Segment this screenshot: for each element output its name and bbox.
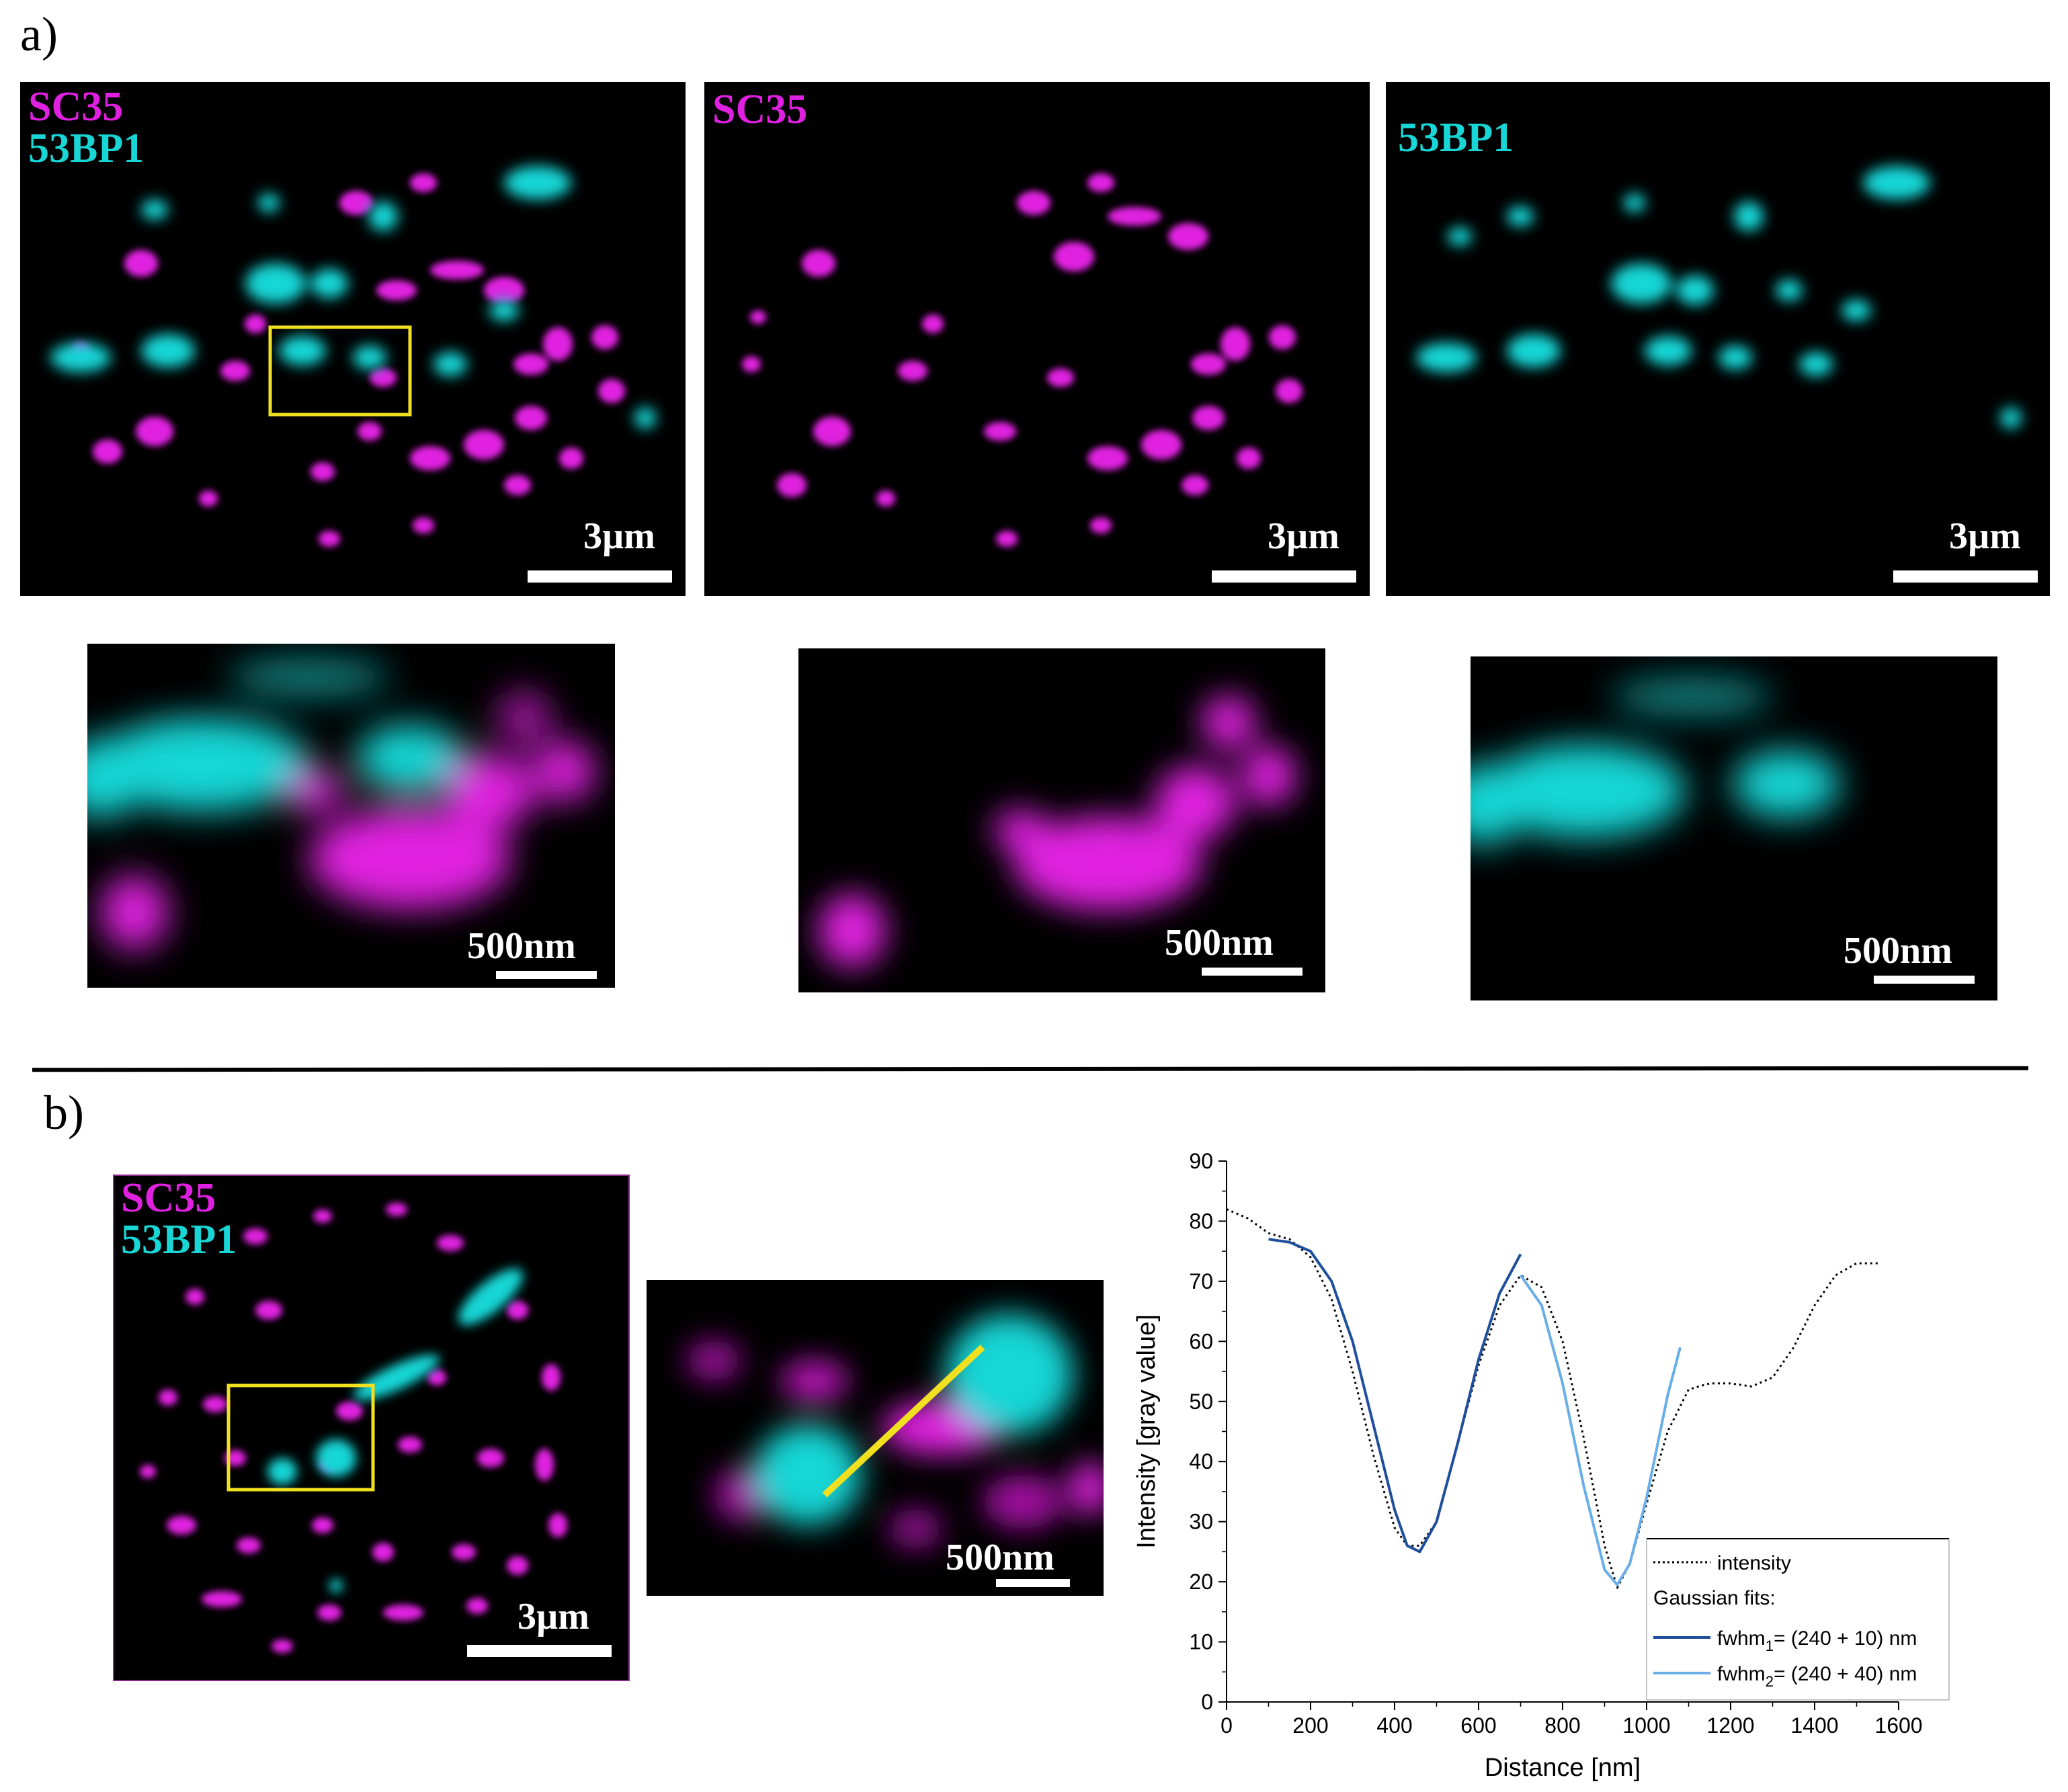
zoom-sc35-micrograph: [819, 695, 1296, 968]
label-sc35: SC35: [121, 1175, 216, 1221]
label-53bp1: 53BP1: [28, 126, 144, 171]
x-tick-label: 200: [1292, 1713, 1328, 1738]
scale-bar: [528, 570, 672, 583]
series-line-fwhm1: [1268, 1238, 1522, 1553]
zoom-b-micrograph: [687, 1314, 1104, 1549]
y-tick-label: 0: [1201, 1690, 1213, 1714]
roi-box: [226, 1383, 375, 1492]
scale-bar: [1893, 570, 2038, 583]
x-tick-label: 1400: [1790, 1713, 1838, 1738]
x-tick-label: 1200: [1706, 1713, 1754, 1738]
y-tick-label: 30: [1189, 1510, 1213, 1534]
overview-merged-image: SC35 53BP1 3µm: [20, 82, 686, 596]
y-tick-label: 50: [1189, 1390, 1213, 1414]
scale-bar: [467, 1645, 612, 1657]
y-tick-label: 90: [1189, 1149, 1213, 1173]
y-tick-label: 70: [1189, 1269, 1213, 1293]
scale-bar-label: 500nm: [1165, 922, 1274, 964]
panel-a-label: a): [20, 7, 58, 61]
label-53bp1: 53BP1: [121, 1217, 237, 1263]
scale-bar-label: 500nm: [946, 1537, 1054, 1578]
y-tick-label: 40: [1189, 1449, 1213, 1474]
chart-axes: 0 200 400 600 800 1000 1200 1400 1600 0 10 20 30 40 50…: [1189, 1149, 1922, 1738]
x-tick-label: 800: [1544, 1713, 1580, 1738]
x-tick-label: 1600: [1874, 1713, 1922, 1738]
x-tick-label: 600: [1460, 1713, 1496, 1738]
scale-bar: [1212, 570, 1356, 583]
scale-bar-label: 3µm: [583, 515, 655, 557]
series-line-intensity: [1226, 1208, 1878, 1589]
panel-b-label: b): [44, 1086, 84, 1140]
overview-sc35-image: SC35 3µm: [704, 82, 1370, 596]
x-axis-label: Distance [nm]: [1485, 1754, 1641, 1782]
legend-label-intensity: intensity: [1717, 1552, 1791, 1574]
overview-53bp1-micrograph: [1416, 166, 2022, 429]
zoom-merged-micrograph: [87, 657, 595, 949]
chart-legend: intensity Gaussian fits: fwhm1= (240 + 1…: [1646, 1538, 1950, 1701]
overview-53bp1-image: 53BP1 3µm: [1386, 82, 2050, 596]
label-53bp1: 53BP1: [1398, 115, 1514, 161]
panel-divider: [32, 1066, 2029, 1072]
y-tick-label: 60: [1189, 1329, 1213, 1353]
zoom-sc35-image: 500nm: [798, 648, 1325, 992]
series-line-fwhm2: [1519, 1274, 1682, 1586]
intensity-profile-chart: 0 200 400 600 800 1000 1200 1400 1600 0 10 20 30 40 50…: [1116, 1136, 2057, 1787]
chart-svg: 0 200 400 600 800 1000 1200 1400 1600 0 10 20 30 40 50…: [1132, 1149, 1950, 1782]
scale-bar: [1202, 968, 1302, 976]
x-tick-label: 400: [1376, 1713, 1412, 1738]
overview-b-image: SC35 53BP1 3µm: [113, 1175, 630, 1681]
x-tick-label: 1000: [1622, 1713, 1670, 1738]
label-sc35: SC35: [28, 84, 124, 130]
y-tick-label: 80: [1189, 1209, 1213, 1233]
legend-label-fit2: fwhm2= (240 + 40) nm: [1717, 1663, 1917, 1690]
zoom-53bp1-image: 500nm: [1471, 656, 1997, 1000]
scale-bar-label: 3µm: [518, 1596, 589, 1637]
legend-label-gaussian: Gaussian fits:: [1653, 1587, 1776, 1609]
scale-bar: [496, 971, 597, 979]
scale-bar: [1874, 976, 1975, 984]
overview-sc35-micrograph: [742, 173, 1302, 547]
scale-bar: [996, 1579, 1070, 1587]
zoom-53bp1-micrograph: [1471, 677, 1840, 845]
x-tick-label: 0: [1221, 1713, 1233, 1738]
y-axis-label: Intensity [gray value]: [1132, 1314, 1161, 1549]
line-profile: [822, 1345, 985, 1498]
overview-merged-micrograph: [50, 166, 656, 547]
scale-bar-label: 500nm: [1844, 930, 1952, 972]
roi-box: [268, 325, 412, 417]
overview-b-micrograph: [140, 1203, 567, 1653]
scale-bar-label: 500nm: [467, 925, 576, 967]
y-tick-label: 10: [1189, 1630, 1213, 1654]
zoom-b-image: 500nm: [647, 1280, 1104, 1596]
zoom-merged-image: 500nm: [87, 644, 615, 988]
scale-bar-label: 3µm: [1949, 515, 2021, 557]
y-tick-label: 20: [1189, 1570, 1213, 1594]
chart-series: [1226, 1208, 1878, 1589]
legend-label-fit1: fwhm1= (240 + 10) nm: [1717, 1627, 1917, 1654]
scale-bar-label: 3µm: [1268, 515, 1339, 557]
label-sc35: SC35: [712, 87, 808, 132]
